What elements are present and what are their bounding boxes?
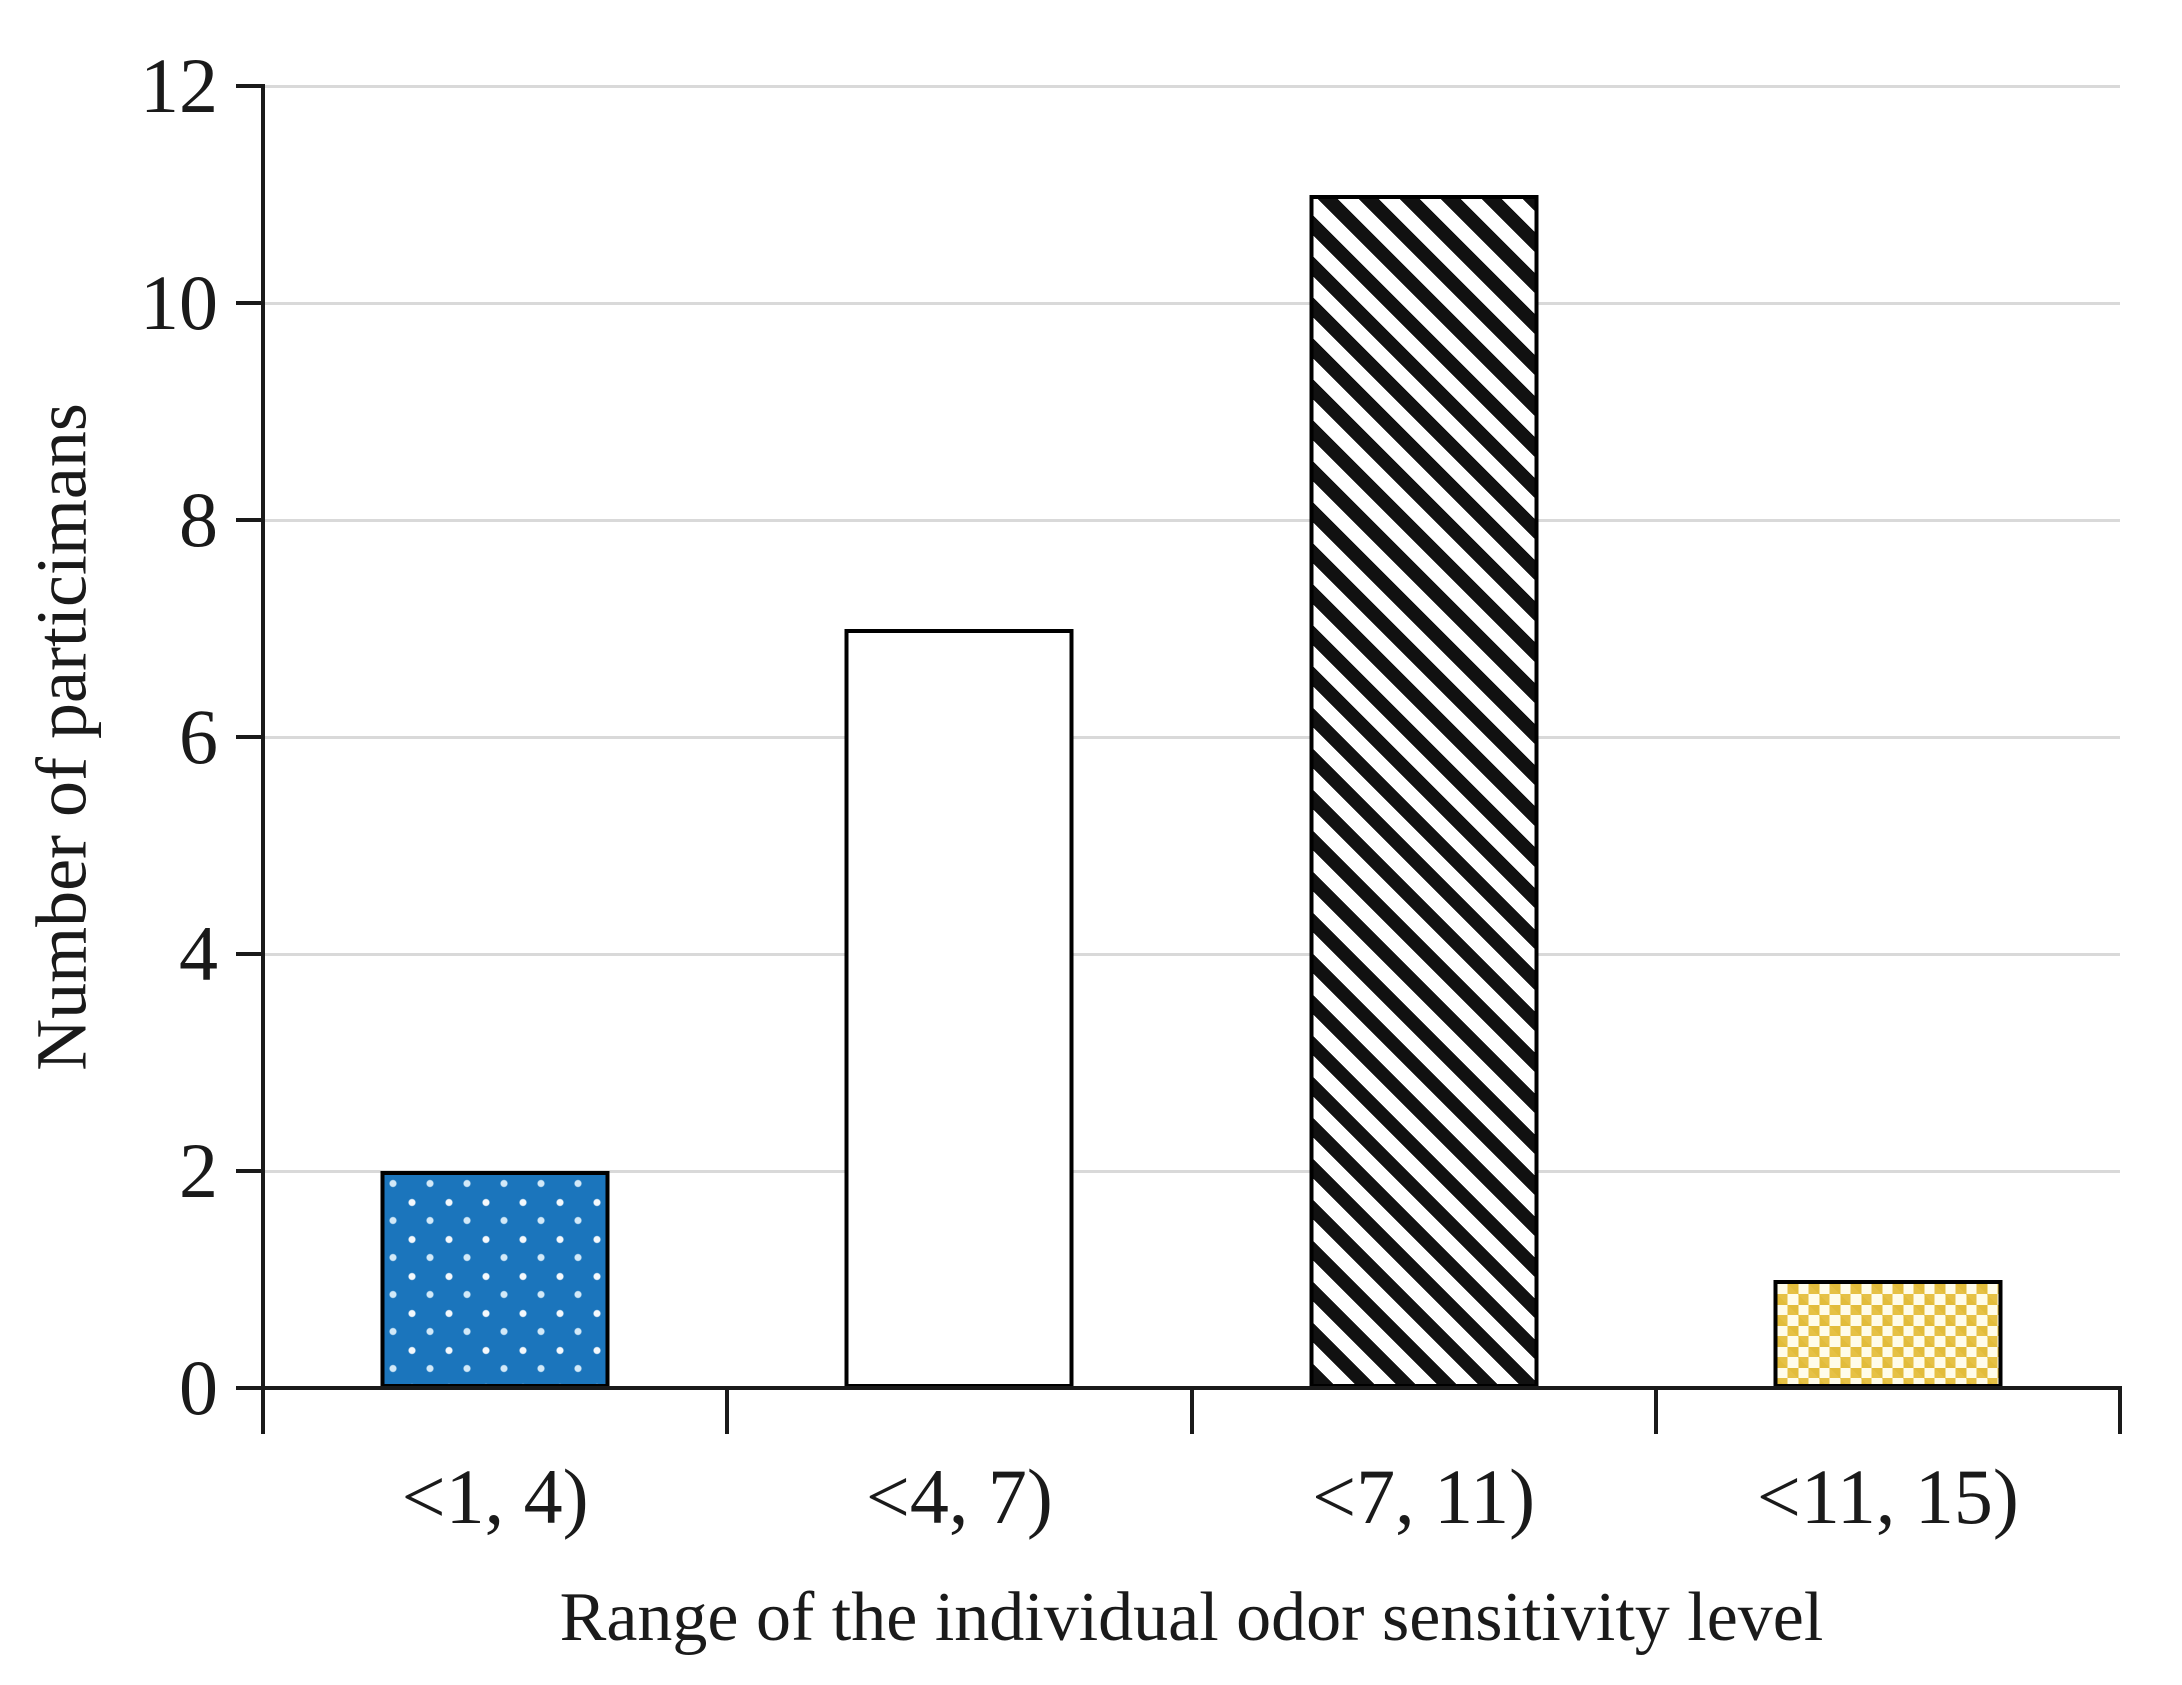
y-axis-tick-mark	[236, 84, 263, 88]
bar-<4, 7)	[844, 628, 1074, 1388]
y-axis-tick-mark	[236, 952, 263, 956]
x-axis-tick-mark	[1189, 1388, 1194, 1434]
gridline	[263, 301, 2120, 305]
x-tick-label: <4, 7)	[865, 1453, 1053, 1540]
y-axis-tick-mark	[236, 735, 263, 739]
x-tick-label: <1, 4)	[401, 1453, 589, 1540]
y-axis-tick-mark	[236, 1169, 263, 1173]
y-tick-label: 12	[140, 42, 218, 129]
x-axis-tick-mark	[725, 1388, 730, 1434]
y-axis-tick-mark	[236, 518, 263, 522]
y-tick-label: 6	[179, 693, 218, 780]
gridline	[263, 952, 2120, 956]
x-axis-tick-mark	[2118, 1388, 2122, 1434]
x-axis-tick-mark	[1653, 1388, 1658, 1434]
y-tick-label: 10	[140, 259, 218, 346]
y-axis-tick-mark	[236, 1386, 263, 1390]
y-tick-label: 4	[179, 910, 218, 997]
x-tick-label: <11, 15)	[1756, 1453, 2019, 1540]
x-axis-title: Range of the individual odor sensitivity…	[559, 1579, 1824, 1656]
plot-area	[263, 84, 2120, 1388]
gridline	[263, 1169, 2120, 1173]
y-tick-label: 0	[179, 1344, 218, 1431]
gridline	[263, 518, 2120, 522]
gridline	[263, 84, 2120, 88]
bar-<11, 15)	[1773, 1279, 2003, 1388]
bar-<7, 11)	[1309, 194, 1539, 1388]
x-tick-label: <7, 11)	[1312, 1453, 1536, 1540]
bar-<1, 4)	[380, 1171, 610, 1388]
y-tick-label: 8	[179, 476, 218, 563]
y-tick-label: 2	[179, 1127, 218, 1214]
y-axis-tick-mark	[236, 301, 263, 305]
x-axis-tick-mark	[261, 1388, 265, 1434]
gridline	[263, 735, 2120, 739]
y-axis-line	[261, 84, 265, 1390]
